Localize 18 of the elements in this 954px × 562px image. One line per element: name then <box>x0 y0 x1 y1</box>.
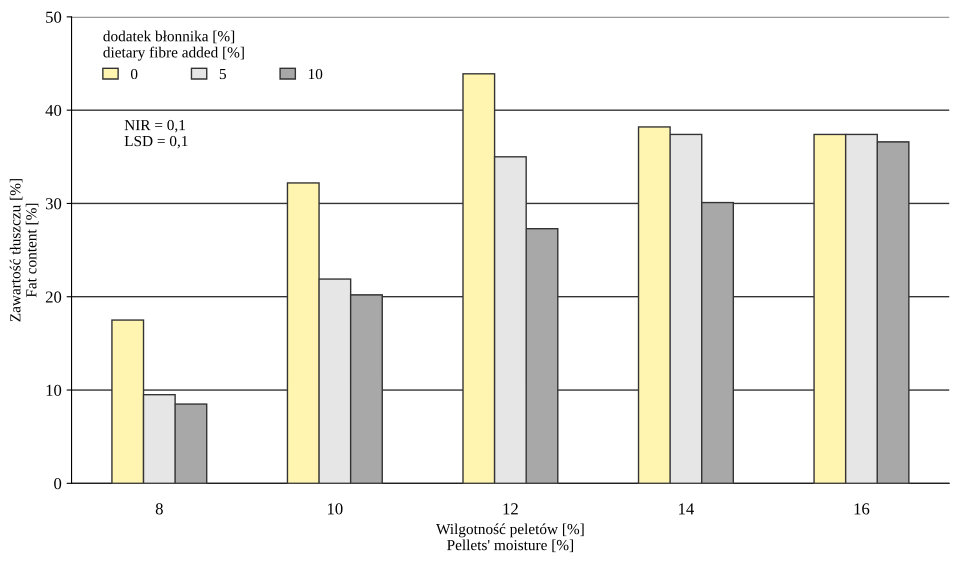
x-tick-label: 16 <box>854 503 870 514</box>
legend-label: 10 <box>308 68 322 80</box>
x-tick-label: 14 <box>679 503 694 514</box>
y-tick-label: 0 <box>54 478 62 490</box>
x-tick-label: 8 <box>156 503 163 514</box>
x-tick-label: 12 <box>504 503 518 514</box>
x-axis-title: Wilgotność peletów [%] Pellets' moisture [%] <box>436 523 584 552</box>
y-axis-title: Zawartość tłuszczu [%] Fat content [%] <box>10 179 38 322</box>
legend-label: 5 <box>220 69 226 80</box>
legend-label: 0 <box>130 68 138 80</box>
annotation: NIR = 0,1 LSD = 0,1 <box>124 120 188 148</box>
x-tick-label: 10 <box>328 503 343 514</box>
y-tick-label: 40 <box>45 104 62 116</box>
legend-title: dodatek błonnika [%] dietary fibre added [%] <box>103 30 244 61</box>
y-tick-label: 30 <box>46 198 62 210</box>
y-tick-label: 20 <box>46 291 62 303</box>
y-tick-label: 50 <box>46 12 62 23</box>
y-tick-label: 10 <box>46 384 62 396</box>
